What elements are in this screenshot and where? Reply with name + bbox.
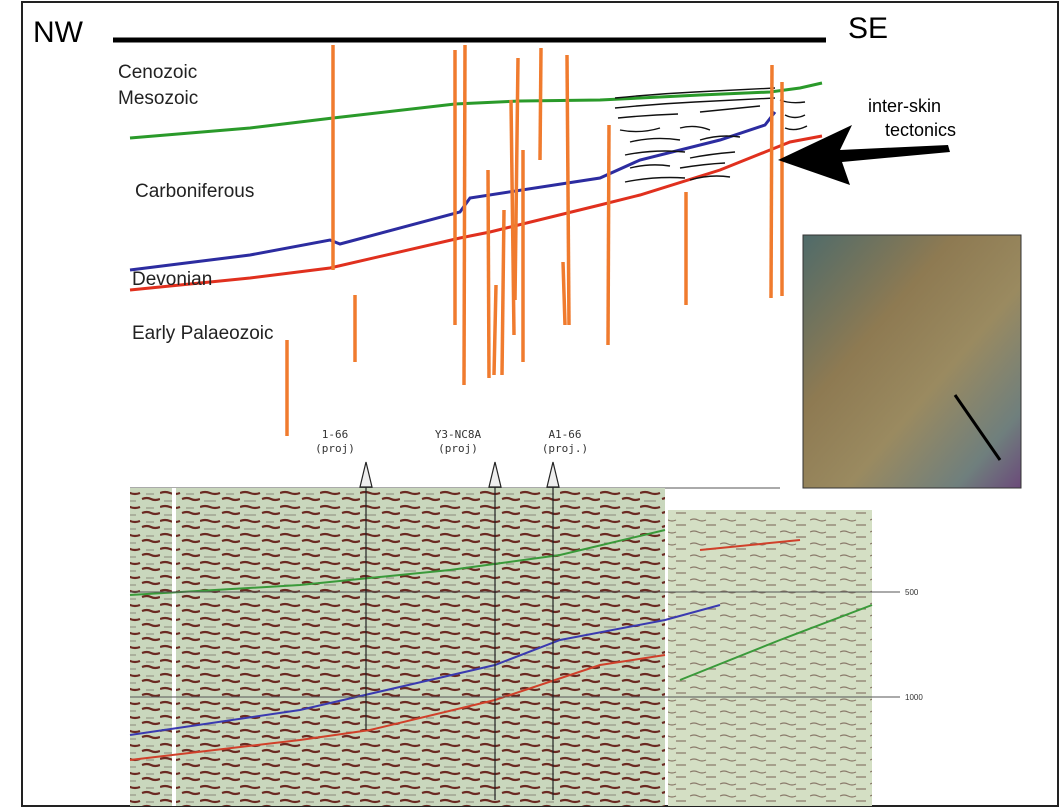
- panel-gap: [172, 488, 176, 806]
- figure: NW SE Cenozoic Mesozoic Carboniferous De…: [0, 0, 1062, 808]
- well-name: 1-66: [322, 428, 349, 441]
- depth-label: 1000: [905, 693, 923, 702]
- unit-label: Carboniferous: [135, 181, 254, 202]
- annotation: tectonics: [885, 120, 956, 140]
- wells: [287, 45, 782, 436]
- well-name: A1-66: [548, 428, 581, 441]
- unit-label: Early Palaeozoic: [132, 323, 274, 344]
- annotation: inter-skin: [868, 96, 941, 116]
- seismic-panel: [668, 510, 872, 806]
- depth-label: 500: [905, 588, 919, 597]
- red-horizon: [130, 136, 822, 290]
- unit-label: Mesozoic: [118, 88, 198, 109]
- well-name: Y3-NC8A: [435, 428, 482, 441]
- unit-label: Cenozoic: [118, 62, 197, 83]
- page: NW SE Cenozoic Mesozoic Carboniferous De…: [0, 0, 1062, 808]
- unit-label: Devonian: [132, 269, 212, 290]
- well-note: (proj): [438, 442, 478, 455]
- satellite-image: [803, 235, 1021, 488]
- nw-label: NW: [33, 16, 84, 49]
- thrust-lines: [615, 88, 807, 182]
- well-note: (proj): [315, 442, 355, 455]
- well-note: (proj.): [542, 442, 588, 455]
- se-label: SE: [848, 12, 888, 45]
- seismic-panel: [130, 488, 665, 806]
